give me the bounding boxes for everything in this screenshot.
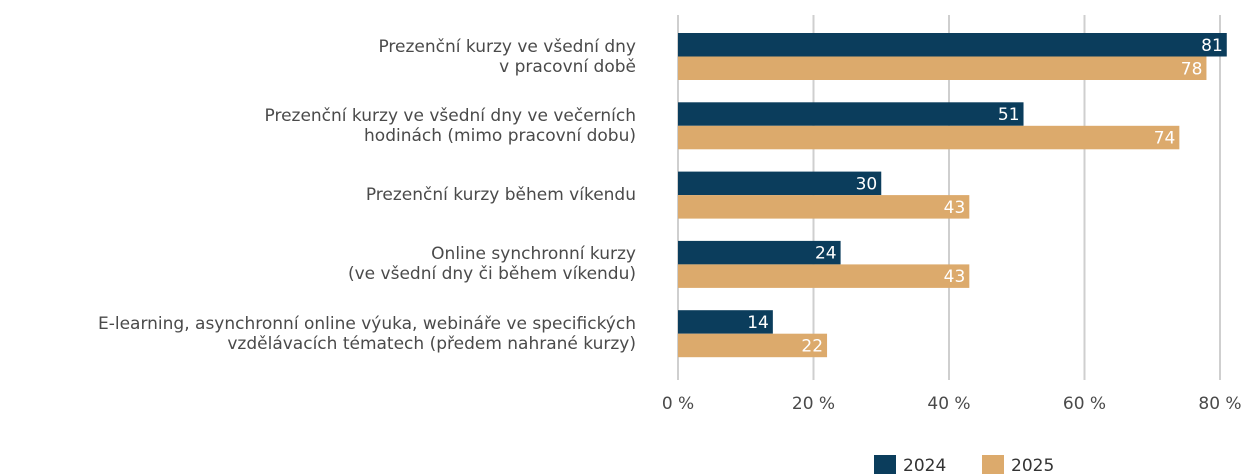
- value-label: 24: [815, 244, 837, 264]
- value-label: 22: [801, 336, 823, 356]
- value-label: 78: [1181, 59, 1203, 79]
- bar: [678, 33, 1227, 57]
- x-tick-label: 0 %: [662, 394, 694, 414]
- legend-label: 2024: [903, 456, 946, 474]
- bar: [678, 310, 773, 334]
- bar: [678, 195, 970, 219]
- category-label: Prezenční kurzy ve všední dny ve večerní…: [264, 105, 637, 146]
- value-label: 43: [944, 198, 966, 218]
- bar: [678, 125, 1180, 150]
- legend-label: 2025: [1011, 456, 1054, 474]
- legend-swatch: [874, 455, 896, 474]
- bar: [678, 264, 970, 288]
- value-label: 51: [998, 105, 1020, 125]
- bar: [678, 171, 882, 196]
- value-label: 74: [1154, 129, 1176, 149]
- category-label: E-learning, asynchronní online výuka, we…: [97, 313, 636, 354]
- category-label: Prezenční kurzy během víkendu: [365, 185, 636, 206]
- x-tick-label: 40 %: [927, 394, 970, 414]
- bar: [678, 56, 1207, 80]
- value-label: 30: [856, 174, 878, 194]
- category-label: Online synchronní kurzy (ve všední dny č…: [347, 244, 636, 285]
- x-tick-label: 20 %: [792, 394, 835, 414]
- legend-swatch: [982, 455, 1004, 474]
- category-label: Prezenční kurzy ve všední dny v pracovní…: [378, 36, 636, 77]
- bar: [678, 240, 841, 265]
- bar: [678, 333, 828, 358]
- x-tick-label: 60 %: [1063, 394, 1106, 414]
- value-label: 14: [747, 313, 769, 333]
- x-tick-label: 80 %: [1198, 394, 1241, 414]
- value-label: 81: [1201, 36, 1223, 56]
- bar: [678, 102, 1024, 126]
- value-label: 43: [944, 267, 966, 287]
